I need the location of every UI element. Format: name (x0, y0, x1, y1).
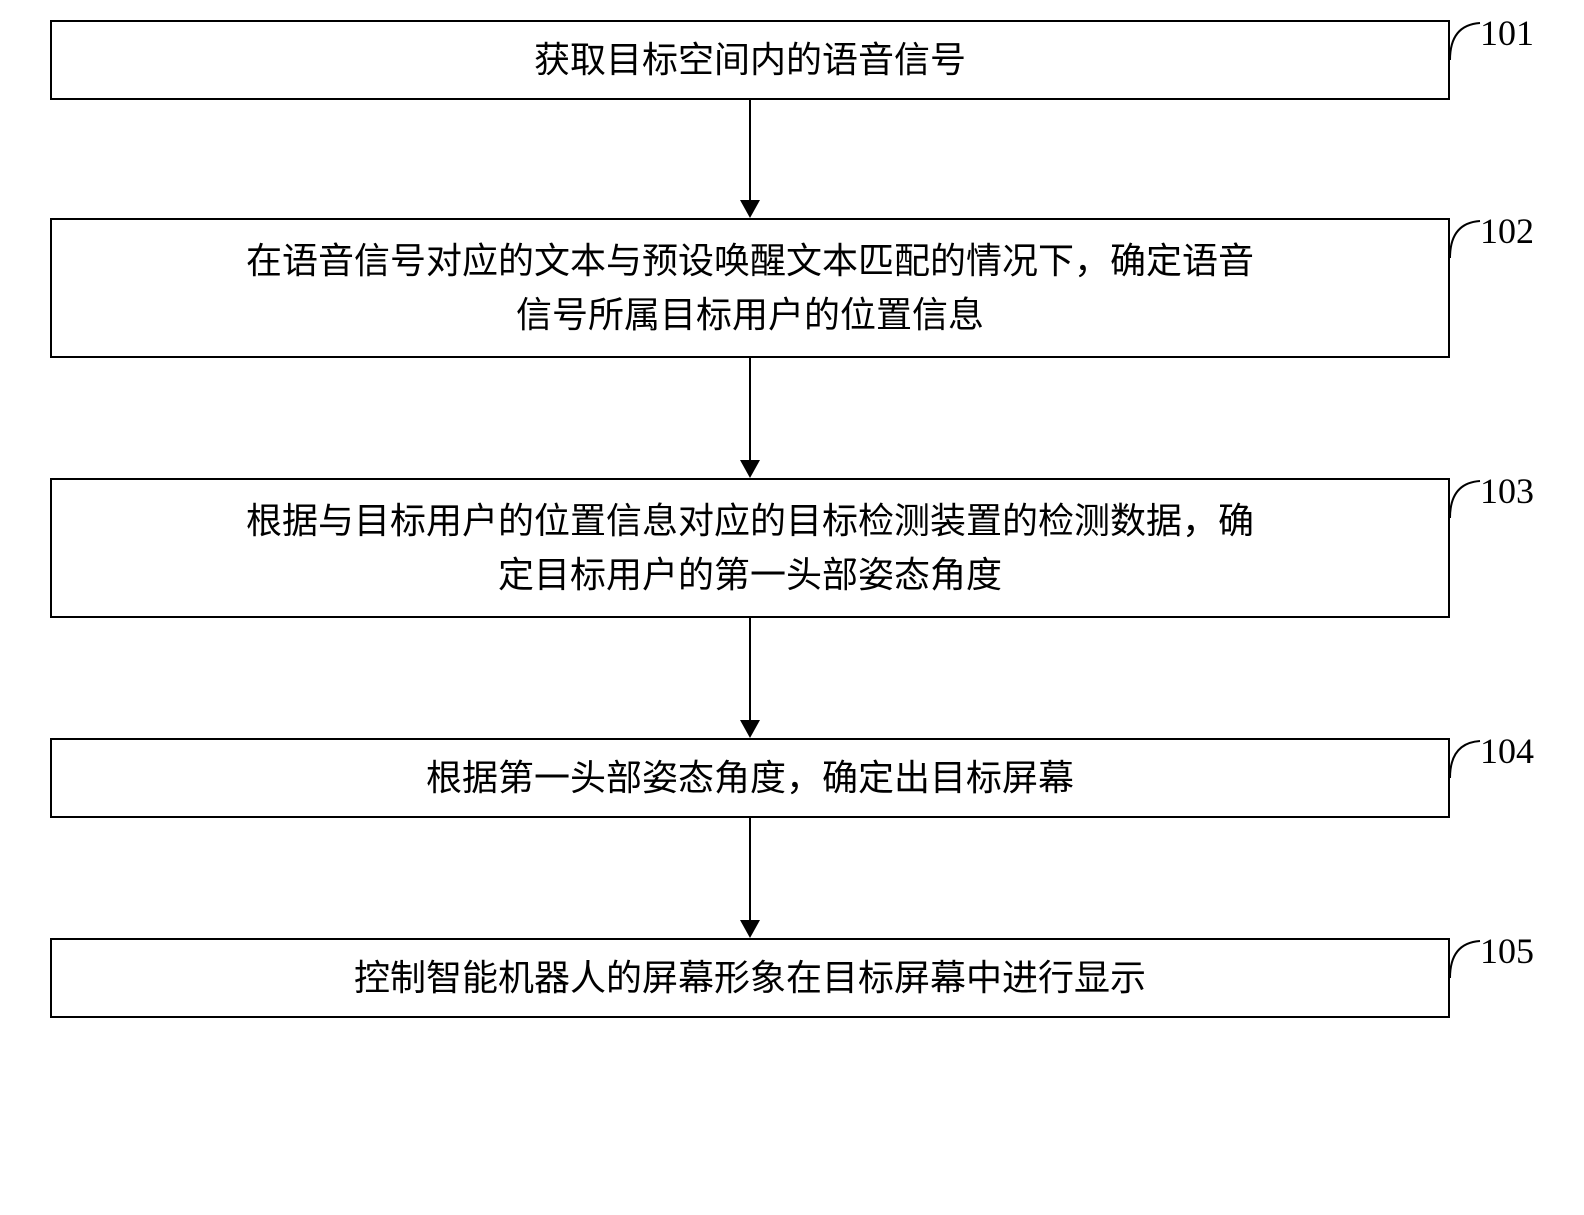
flowchart-node-103: 根据与目标用户的位置信息对应的目标检测装置的检测数据，确 定目标用户的第一头部姿… (50, 478, 1450, 618)
flowchart-node-104: 根据第一头部姿态角度，确定出目标屏幕 (50, 738, 1450, 818)
arrow-head (740, 720, 760, 738)
flowchart-node-102: 在语音信号对应的文本与预设唤醒文本匹配的情况下，确定语音 信号所属目标用户的位置… (50, 218, 1450, 358)
label-curve-105 (1445, 933, 1485, 983)
flowchart-node-101: 获取目标空间内的语音信号 (50, 20, 1450, 100)
node-text: 在语音信号对应的文本与预设唤醒文本匹配的情况下，确定语音 信号所属目标用户的位置… (246, 234, 1254, 342)
label-curve-104 (1445, 733, 1485, 783)
step-label-103: 103 (1480, 470, 1534, 512)
arrow-line (749, 358, 751, 460)
arrow-line (749, 818, 751, 920)
label-curve-101 (1445, 15, 1485, 65)
arrow-line (749, 100, 751, 200)
node-text: 根据与目标用户的位置信息对应的目标检测装置的检测数据，确 定目标用户的第一头部姿… (246, 494, 1254, 602)
node-text: 根据第一头部姿态角度，确定出目标屏幕 (426, 751, 1074, 805)
step-label-105: 105 (1480, 930, 1534, 972)
flowchart-node-105: 控制智能机器人的屏幕形象在目标屏幕中进行显示 (50, 938, 1450, 1018)
node-text: 控制智能机器人的屏幕形象在目标屏幕中进行显示 (354, 951, 1146, 1005)
arrow-head (740, 200, 760, 218)
label-curve-102 (1445, 213, 1485, 263)
step-label-104: 104 (1480, 730, 1534, 772)
arrow-line (749, 618, 751, 720)
step-label-102: 102 (1480, 210, 1534, 252)
label-curve-103 (1445, 473, 1485, 523)
arrow-head (740, 460, 760, 478)
arrow-head (740, 920, 760, 938)
node-text: 获取目标空间内的语音信号 (534, 33, 966, 87)
step-label-101: 101 (1480, 12, 1534, 54)
